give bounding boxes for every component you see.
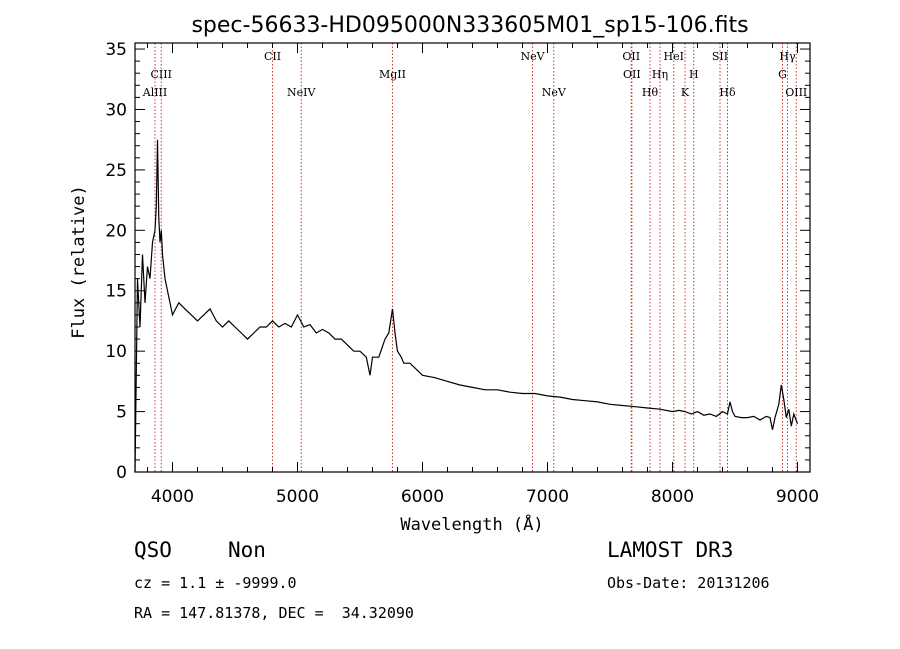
emission-line-markers xyxy=(154,43,797,472)
line-label-sii: SII xyxy=(712,50,728,63)
x-tick-label: 8000 xyxy=(651,487,694,507)
y-axis-ticks: 0 5 10 15 20 25 30 35 xyxy=(105,40,810,483)
x-tick-label: 6000 xyxy=(401,487,444,507)
y-tick-label: 0 xyxy=(116,463,127,483)
line-label-nev: NeV xyxy=(520,50,545,63)
y-tick-label: 30 xyxy=(105,100,127,120)
x-tick-label: 9000 xyxy=(776,487,819,507)
line-label-hei: HeI xyxy=(664,50,684,63)
line-label-hθ: Hθ xyxy=(642,86,659,99)
object-class: QSO xyxy=(134,538,172,562)
line-label-neiv: NeIV xyxy=(287,86,316,99)
x-tick-label: 7000 xyxy=(526,487,569,507)
y-tick-label: 15 xyxy=(105,282,127,302)
line-label-hγ: Hγ xyxy=(779,50,796,63)
plot-frame xyxy=(134,42,811,473)
coordinates-readout: RA = 147.81378, DEC = 34.32090 xyxy=(134,604,414,622)
line-label-oii: OII xyxy=(622,50,640,63)
observation-date: Obs-Date: 20131206 xyxy=(607,574,770,592)
x-axis-ticks: 4000 5000 6000 7000 8000 9000 xyxy=(147,43,819,507)
redshift-readout: cz = 1.1 ± -9999.0 xyxy=(134,574,297,592)
line-label-oii: OII xyxy=(623,68,641,81)
y-tick-label: 35 xyxy=(105,40,127,60)
line-label-h: H xyxy=(689,68,699,81)
object-subclass: Non xyxy=(228,538,266,562)
x-tick-label: 5000 xyxy=(276,487,319,507)
line-label-k: K xyxy=(681,86,690,99)
emission-line-labels: AlIIICIIICIINeIVMgIINeVNeVOIIOIIHθHηHeIK… xyxy=(142,50,808,99)
line-label-g: G xyxy=(778,68,787,81)
line-label-aliii: AlIII xyxy=(142,86,168,99)
line-label-oiii: OIII xyxy=(785,86,807,99)
spectrum-line xyxy=(134,139,799,473)
line-label-mgii: MgII xyxy=(379,68,406,81)
y-tick-label: 25 xyxy=(105,161,127,181)
y-axis-label: Flux (relative) xyxy=(69,185,89,339)
chart-title: spec-56633-HD095000N333605M01_sp15-106.f… xyxy=(191,13,748,38)
line-label-nev: NeV xyxy=(542,86,567,99)
line-label-hη: Hη xyxy=(652,68,668,81)
line-label-cii: CII xyxy=(264,50,281,63)
y-tick-label: 20 xyxy=(105,221,127,241)
line-label-hδ: Hδ xyxy=(719,86,736,99)
y-tick-label: 10 xyxy=(105,342,127,362)
y-tick-label: 5 xyxy=(116,403,127,423)
survey-label: LAMOST DR3 xyxy=(607,538,734,562)
x-tick-label: 4000 xyxy=(151,487,194,507)
x-axis-label: Wavelength (Å) xyxy=(400,513,543,535)
line-label-ciii: CIII xyxy=(151,68,172,81)
